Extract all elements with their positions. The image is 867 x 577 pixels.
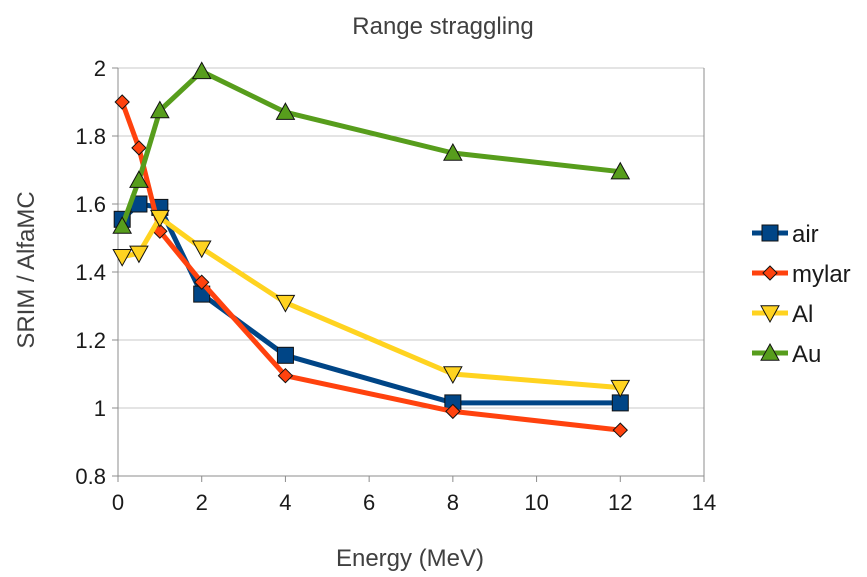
y-tick-label: 1.4	[75, 260, 106, 285]
data-point-air	[276, 346, 294, 364]
x-tick-label: 12	[608, 490, 632, 515]
data-point-mylar	[277, 367, 294, 384]
series-line-au	[119, 68, 621, 227]
data-point-au	[191, 61, 212, 80]
y-tick-label: 0.8	[75, 464, 106, 489]
legend-marker	[760, 342, 780, 361]
x-tick-label: 14	[692, 490, 716, 515]
series-mylar	[114, 94, 628, 438]
data-point-al	[129, 245, 149, 264]
y-axis-label: SRIM / AlfaMC	[13, 191, 40, 348]
legend-label: Al	[792, 301, 813, 328]
x-tick-label: 10	[524, 490, 548, 515]
x-tick-label: 0	[112, 490, 124, 515]
legend-label: mylar	[792, 261, 851, 288]
data-point-al	[191, 240, 212, 259]
y-tick-label: 1.8	[75, 124, 106, 149]
x-tick-label: 2	[196, 490, 208, 515]
series-al	[112, 209, 631, 398]
data-point-al	[443, 366, 463, 385]
data-point-au	[610, 161, 631, 180]
x-axis-label: Energy (MeV)	[336, 545, 484, 572]
data-point-mylar	[445, 403, 461, 420]
x-tick-label: 6	[363, 490, 375, 515]
data-point-mylar	[194, 274, 210, 290]
chart-title: Range straggling	[352, 13, 533, 40]
legend-marker	[762, 265, 778, 281]
x-tick-label: 8	[447, 490, 459, 515]
legend-label: Au	[792, 341, 821, 368]
data-point-au	[443, 142, 463, 161]
legend-item-air: air	[752, 221, 819, 248]
grid-lines	[118, 67, 704, 409]
data-point-au	[150, 100, 170, 119]
y-tick-label: 1.6	[75, 192, 106, 217]
legend: air mylar Al Au	[752, 221, 851, 368]
legend-marker	[760, 305, 780, 324]
data-point-mylar	[114, 94, 130, 110]
data-point-mylar	[131, 140, 147, 156]
data-point-al	[610, 379, 631, 398]
data-point-mylar	[612, 422, 628, 438]
data-point-al	[112, 249, 133, 267]
legend-label: air	[792, 221, 819, 248]
x-tick-labels: 0 2 4 6 8 10 12 14	[112, 490, 716, 515]
data-point-al	[150, 209, 170, 228]
x-tick-label: 4	[279, 490, 291, 515]
legend-item-al: Al	[752, 301, 813, 328]
y-tick-label: 2	[94, 56, 106, 81]
data-point-al	[275, 294, 296, 313]
y-tick-label: 1	[94, 396, 106, 421]
series-line-air	[120, 201, 621, 406]
data-series	[112, 61, 631, 438]
data-point-au	[129, 170, 149, 188]
legend-item-au: Au	[752, 341, 821, 368]
y-tick-labels: 0.8 1 1.2 1.4 1.6 1.8 2	[75, 56, 106, 489]
y-tick-label: 1.2	[75, 328, 106, 353]
legend-item-mylar: mylar	[752, 261, 851, 288]
data-point-au	[112, 216, 133, 234]
series-air	[113, 195, 629, 412]
axes	[112, 67, 705, 482]
data-point-au	[275, 102, 296, 120]
legend-marker	[761, 224, 779, 242]
series-au	[112, 61, 631, 234]
